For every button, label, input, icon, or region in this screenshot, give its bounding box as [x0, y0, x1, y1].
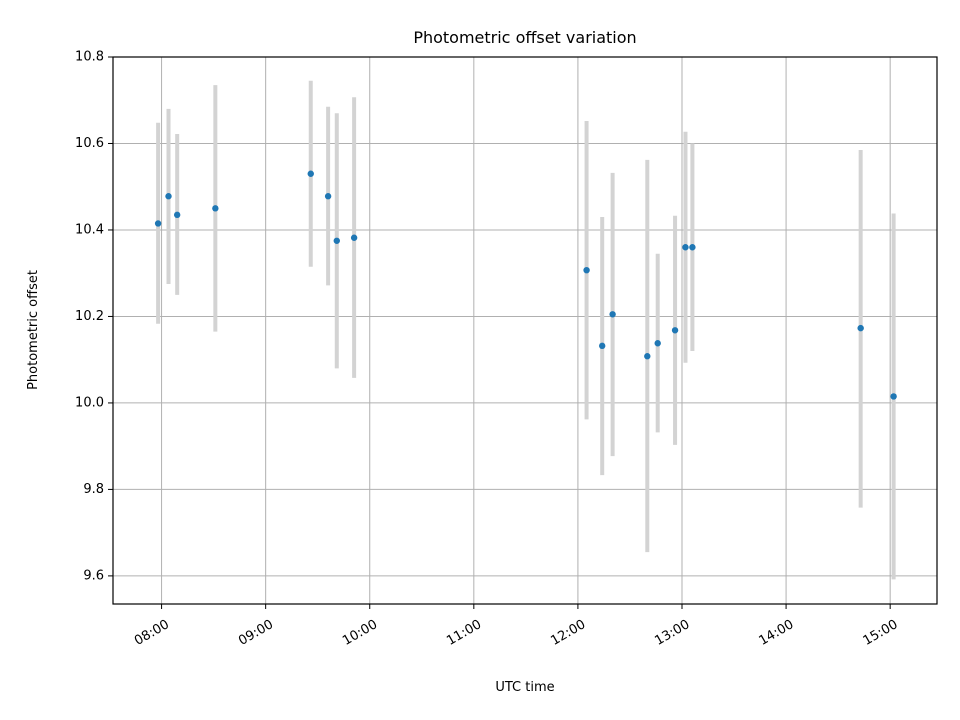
- data-point: [333, 237, 340, 244]
- data-layer: [154, 80, 897, 580]
- y-tick-label: 10.2: [75, 309, 104, 324]
- data-point: [890, 393, 897, 400]
- x-tick-label: 10:00: [340, 617, 380, 649]
- data-point: [173, 211, 181, 219]
- y-tick-label: 10.8: [75, 50, 104, 65]
- y-tick-label: 9.6: [83, 568, 104, 583]
- x-tick-label: 15:00: [861, 617, 901, 649]
- data-point: [644, 353, 651, 360]
- data-point: [324, 193, 332, 200]
- data-point: [350, 234, 358, 241]
- x-tick-label: 14:00: [757, 617, 797, 649]
- y-tick-label: 10.0: [75, 395, 104, 410]
- x-tick-label: 11:00: [444, 617, 484, 649]
- data-point: [154, 220, 162, 227]
- data-point: [598, 342, 606, 350]
- plot-frame: [112, 56, 938, 605]
- x-tick-label: 08:00: [132, 617, 172, 649]
- x-tick-label: 13:00: [652, 617, 692, 649]
- data-point: [857, 324, 864, 332]
- y-axis-label: Photometric offset: [26, 270, 41, 390]
- data-point: [689, 244, 696, 251]
- x-axis-label: UTC time: [495, 680, 554, 695]
- y-tick-label: 10.6: [75, 136, 104, 151]
- y-tick-label: 10.4: [75, 222, 104, 237]
- data-point: [609, 311, 616, 318]
- chart-title: Photometric offset variation: [413, 28, 636, 47]
- data-point: [682, 244, 689, 251]
- data-point: [165, 193, 172, 200]
- grid-layer: [113, 56, 937, 604]
- data-point: [212, 205, 219, 212]
- x-tick-label: 12:00: [548, 617, 588, 649]
- y-tick-label: 9.8: [83, 482, 104, 497]
- data-point: [583, 266, 590, 274]
- data-point: [654, 340, 661, 347]
- x-tick-label: 09:00: [236, 617, 276, 649]
- data-point: [671, 327, 679, 334]
- axis-layer: 08:00 09:00 10:00 11:00 12:00 13:00 14:00 15:00…: [75, 50, 901, 649]
- data-point: [307, 170, 314, 177]
